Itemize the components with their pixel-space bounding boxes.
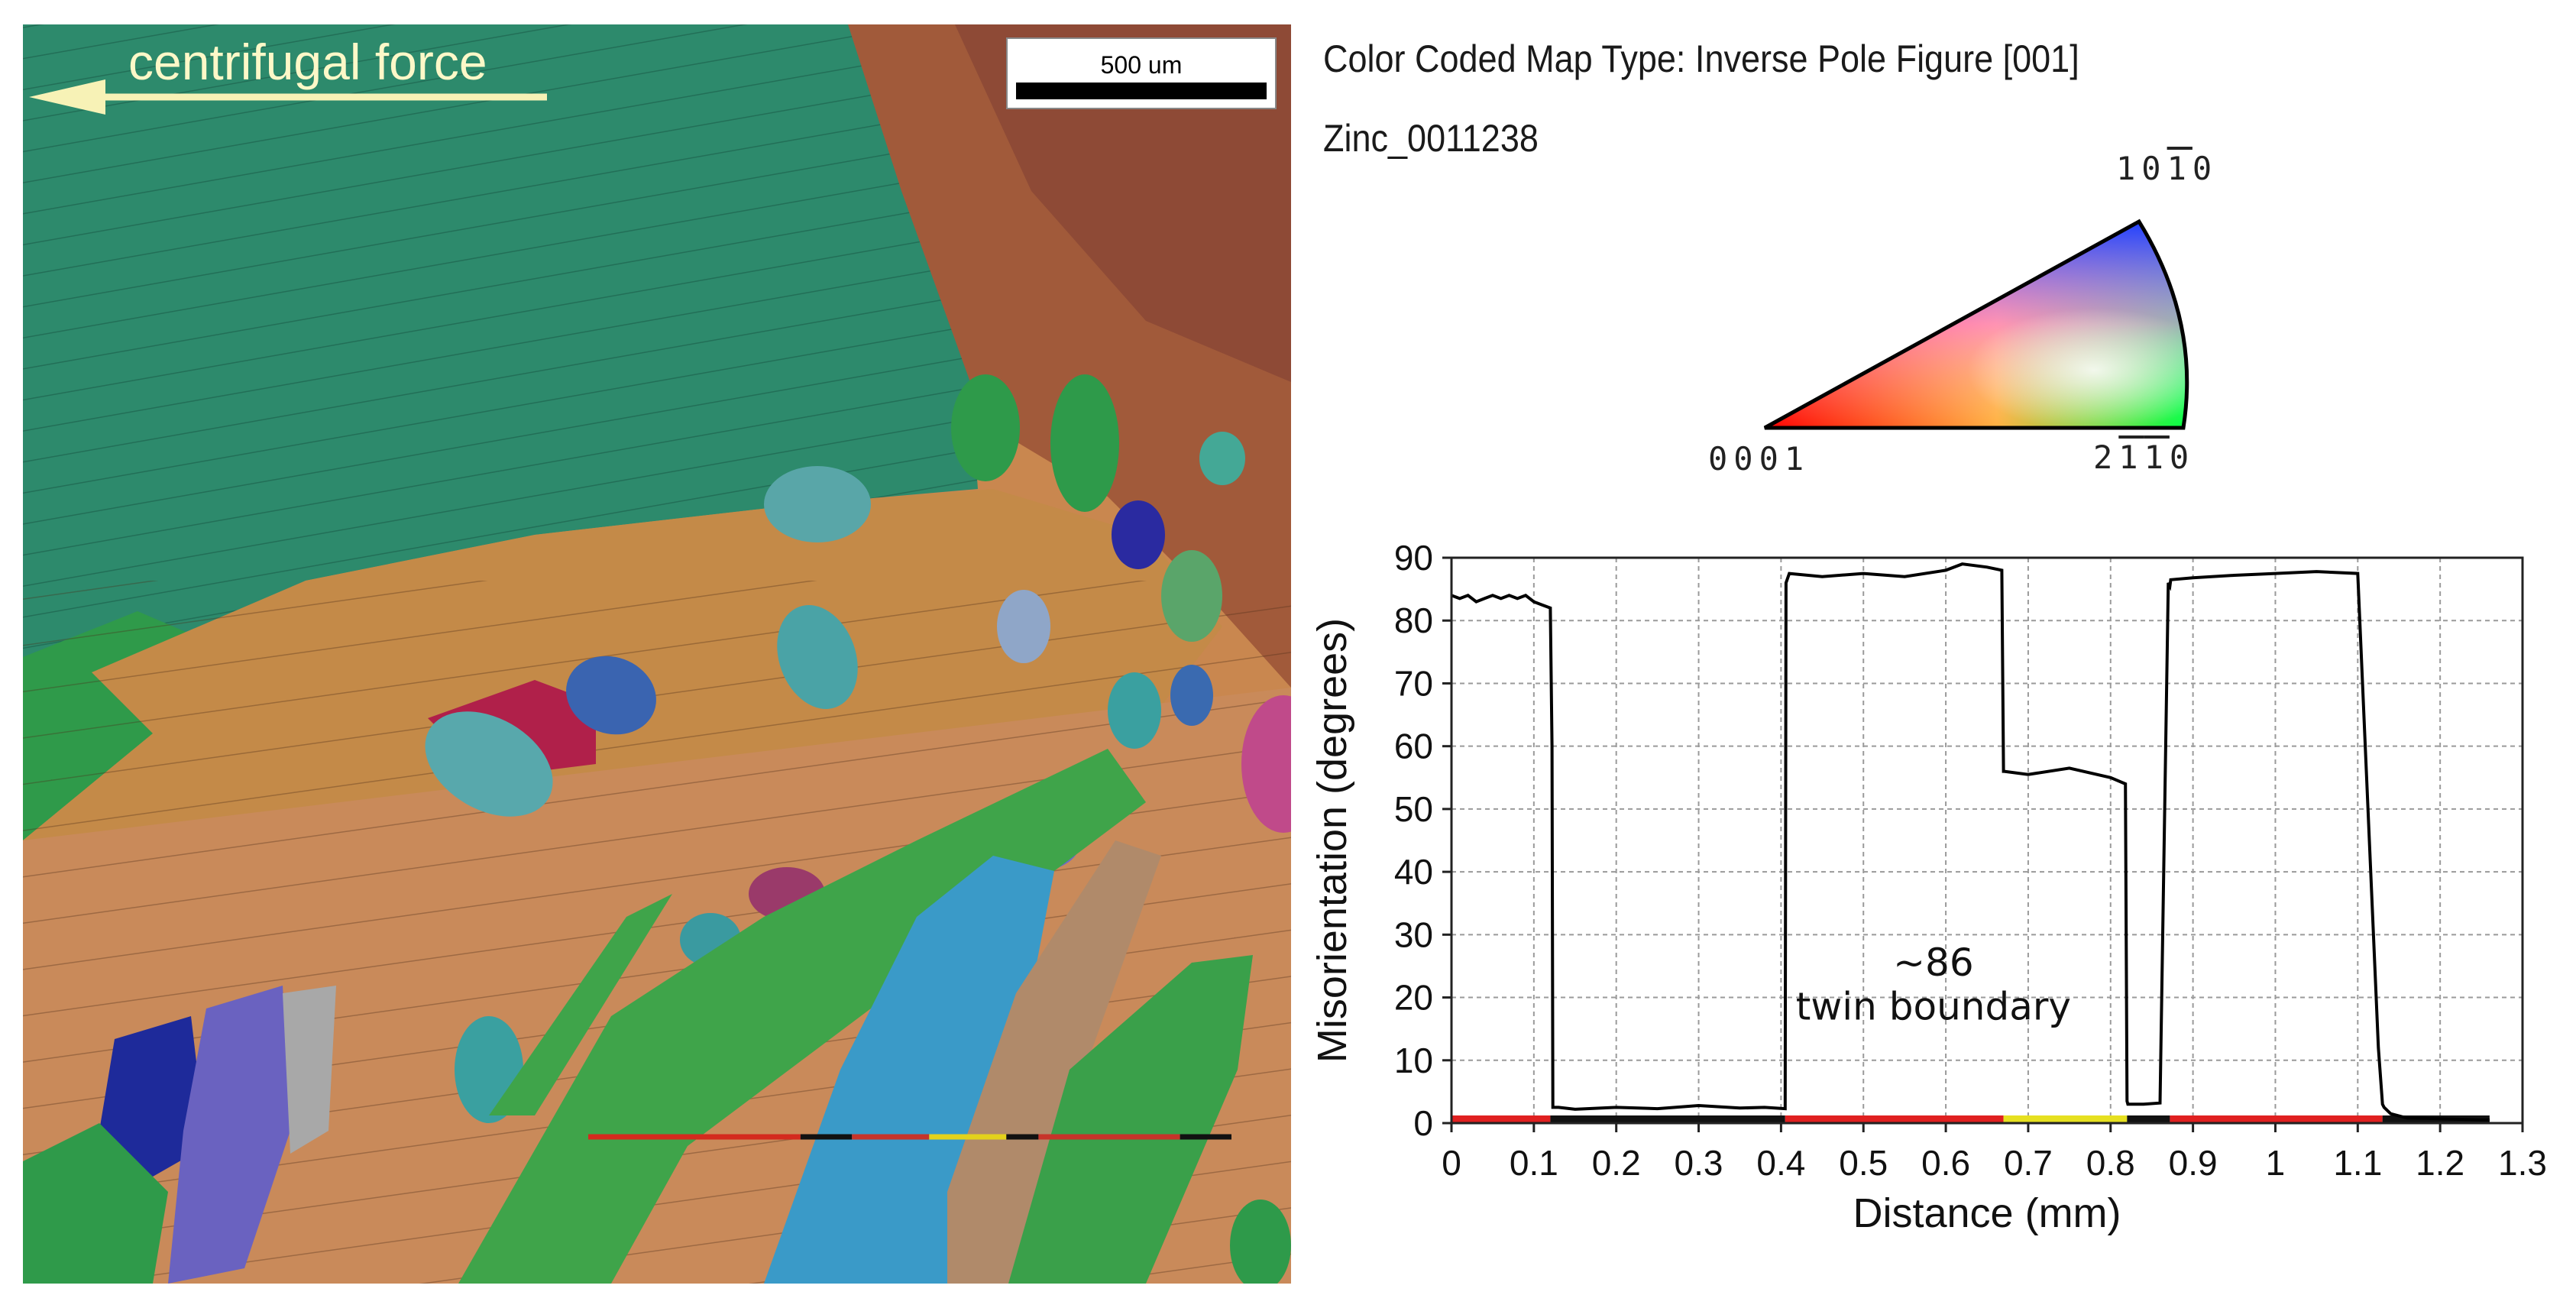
y-tick-label: 90: [1394, 538, 1433, 578]
x-tick-label: 1: [2266, 1143, 2286, 1183]
x-tick-label: 1.2: [2416, 1143, 2464, 1183]
centrifugal-force-arrow: [29, 79, 547, 115]
x-tick-label: 0.1: [1510, 1143, 1558, 1183]
chart-grid: [1442, 556, 2524, 1132]
y-axis-label: Misorientation (degrees): [1309, 618, 1355, 1063]
ipf-label-bottom-right: 2110: [2093, 439, 2196, 476]
x-tick-label: 1.1: [2333, 1143, 2382, 1183]
x-tick-labels: 0 0.1 0.2 0.3 0.4 0.5 0.6 0.7 0.8 0.9 1 1.1 1.2 1.3: [1442, 1143, 2547, 1183]
chart-annotation: twin boundary: [1796, 984, 2071, 1028]
y-tick-label: 50: [1394, 789, 1433, 829]
x-tick-label: 0.4: [1756, 1143, 1805, 1183]
y-tick-label: 10: [1394, 1041, 1433, 1080]
map-type-title: Color Coded Map Type: Inverse Pole Figur…: [1323, 37, 2079, 80]
scale-bar: [1006, 37, 1277, 109]
x-tick-label: 0.3: [1675, 1143, 1723, 1183]
sample-name: Zinc_0011238: [1323, 117, 1539, 160]
x-axis-label: Distance (mm): [1853, 1190, 2121, 1236]
x-tick-label: 0.7: [2004, 1143, 2053, 1183]
y-tick-label: 30: [1394, 915, 1433, 954]
ipf-label-bottom-left: 0001: [1708, 440, 1811, 478]
x-tick-label: 1.3: [2498, 1143, 2547, 1183]
y-tick-label: 60: [1394, 727, 1433, 766]
plot-frame: [1450, 556, 2524, 1125]
x-tick-label: 0.2: [1592, 1143, 1641, 1183]
x-tick-label: 0.5: [1839, 1143, 1888, 1183]
chart-annotation: ~86: [1893, 941, 1974, 985]
x-tick-label: 0: [1442, 1143, 1461, 1183]
ebsd-micrograph: centrifugal force 500 um: [23, 24, 1291, 1284]
y-tick-label: 20: [1394, 978, 1433, 1018]
y-tick-label: 40: [1394, 852, 1433, 892]
x-tick-label: 0.9: [2169, 1143, 2218, 1183]
misorientation-line: [1451, 562, 2490, 1122]
x-tick-label: 0.6: [1921, 1143, 1970, 1183]
y-tick-label: 80: [1394, 601, 1433, 640]
arrow-label: centrifugal force: [128, 34, 487, 90]
x-tick-label: 0.8: [2086, 1143, 2135, 1183]
y-tick-label: 70: [1394, 663, 1433, 703]
y-tick-labels: 0 10 20 30 40 50 60 70 80 90: [1394, 538, 1433, 1143]
y-tick-label: 0: [1413, 1103, 1433, 1143]
ipf-label-top: 1010: [2116, 150, 2218, 187]
scale-bar-label: 500 um: [1101, 51, 1183, 79]
chart-series: [1451, 562, 2490, 1122]
